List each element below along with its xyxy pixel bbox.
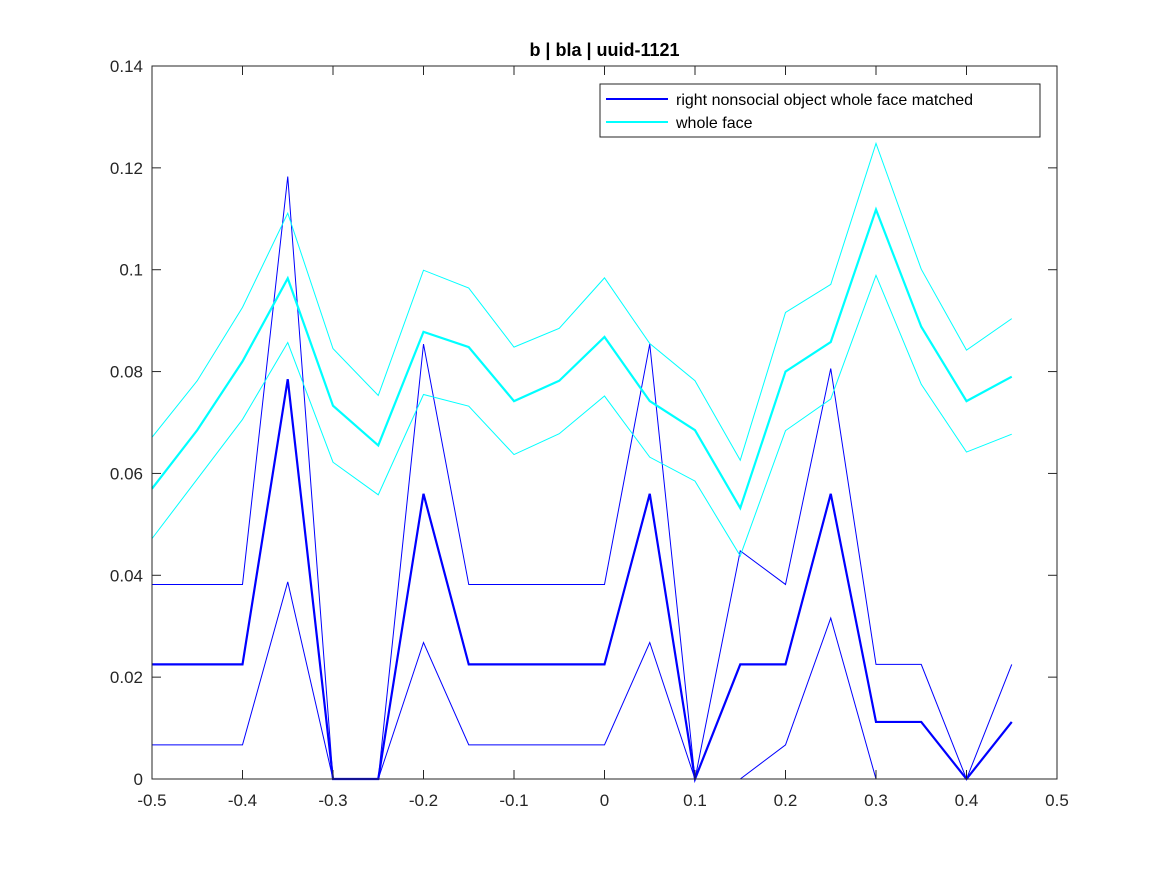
x-tick-label: 0.5 xyxy=(1045,791,1069,810)
y-tick-label: 0.14 xyxy=(110,57,143,76)
legend-label-whole-face: whole face xyxy=(675,115,753,132)
series-nonsocial-mean-line xyxy=(152,379,1013,784)
x-tick-label: 0 xyxy=(600,791,609,810)
x-tick-label: -0.3 xyxy=(318,791,347,810)
x-tick-label: 0.2 xyxy=(774,791,798,810)
x-tick-label: -0.1 xyxy=(499,791,528,810)
y-tick-label: 0.08 xyxy=(110,363,143,382)
series-whole-face-mean-line xyxy=(151,206,1013,511)
y-tick-label: 0.06 xyxy=(110,464,143,483)
y-tick-label: 0.02 xyxy=(110,668,143,687)
legend-label-nonsocial: right nonsocial object whole face matche… xyxy=(676,92,973,109)
data-layer xyxy=(151,141,1013,784)
series-whole-face-upper-line xyxy=(151,141,1013,462)
x-tick-label: -0.2 xyxy=(409,791,438,810)
legend: right nonsocial object whole face matche… xyxy=(599,83,1041,138)
series-nonsocial-lower-line xyxy=(152,581,1012,780)
y-tick-label: 0.1 xyxy=(119,261,143,280)
x-tick-label: -0.5 xyxy=(137,791,166,810)
y-tick-label: 0.04 xyxy=(110,566,143,585)
legend-box xyxy=(599,83,1041,138)
y-tick-label: 0.12 xyxy=(110,159,143,178)
x-tick-label: 0.3 xyxy=(864,791,888,810)
y-tick-label: 0 xyxy=(134,770,143,789)
series-whole-face-lower-line xyxy=(151,273,1012,558)
series-nonsocial-upper-line xyxy=(152,176,1013,781)
ticks-layer: -0.5 -0.4 -0.3 -0.2 -0.1 0 0.1 0.2 0.3 0.4 0.5 0 0.0… xyxy=(110,57,1069,810)
x-tick-label: 0.1 xyxy=(683,791,707,810)
x-tick-label: 0.4 xyxy=(955,791,979,810)
x-tick-label: -0.4 xyxy=(228,791,257,810)
chart-title: b | bla | uuid-1121 xyxy=(529,40,679,60)
plot-area xyxy=(152,66,1057,779)
